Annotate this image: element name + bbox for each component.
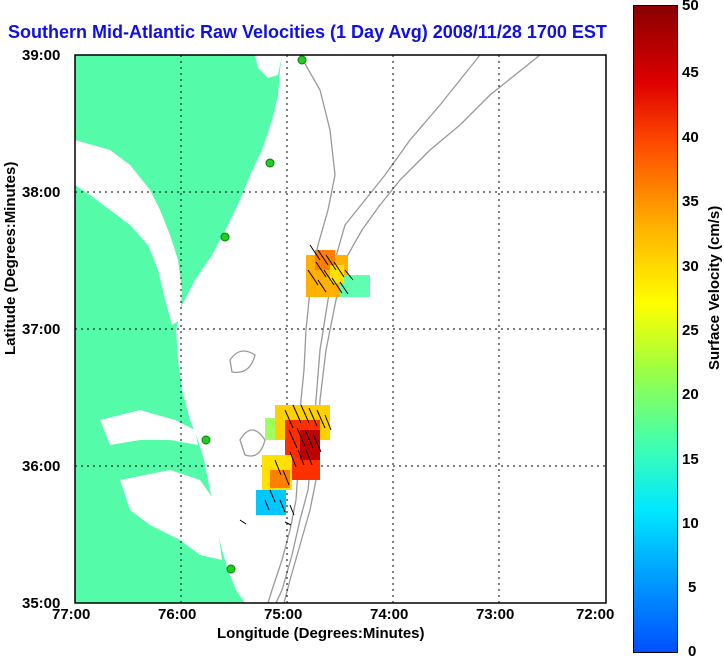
x-tick-label: 76:00	[158, 606, 197, 623]
site-marker	[265, 158, 275, 168]
x-tick-label: 73:00	[476, 606, 515, 623]
y-tick-label: 38:00	[22, 184, 61, 201]
x-tick-label: 75:00	[264, 606, 303, 623]
x-tick-label: 74:00	[370, 606, 409, 623]
colorbar-tick: 35	[682, 193, 699, 210]
colorbar-tick: 20	[682, 386, 699, 403]
y-tick-label: 39:00	[22, 47, 61, 64]
colorbar-label: Surface Velocity (cm/s)	[706, 205, 723, 370]
y-tick-label: 37:00	[22, 321, 61, 338]
colorbar-tick: 40	[682, 129, 699, 146]
colorbar-tick: 10	[682, 515, 699, 532]
colorbar-tick: 5	[688, 579, 697, 596]
delaware-bay	[255, 55, 282, 78]
y-tick-label: 35:00	[22, 595, 61, 612]
velocity-vectors	[239, 244, 354, 526]
plot-frame	[74, 54, 607, 604]
site-marker	[226, 564, 236, 574]
colorbar-tick: 50	[682, 0, 699, 14]
albemarle-sound	[100, 410, 198, 445]
colorbar-tick: 15	[682, 451, 699, 468]
colorbar	[633, 5, 678, 653]
y-axis-label: Latitude (Degrees:Minutes)	[2, 161, 19, 355]
colorbar-tick: 45	[682, 64, 699, 81]
site-marker	[220, 232, 230, 242]
pamlico-sound	[120, 470, 222, 560]
x-tick-label: 77:00	[52, 606, 91, 623]
colorbar-tick: 30	[682, 258, 699, 275]
x-tick-label: 72:00	[576, 606, 615, 623]
radar-sites	[201, 55, 307, 574]
map-title: Southern Mid-Atlantic Raw Velocities (1 …	[8, 22, 607, 42]
chesapeake-bay	[75, 140, 182, 325]
grid-lines	[75, 55, 606, 603]
colorbar-tick: 25	[682, 322, 699, 339]
x-axis-label: Longitude (Degrees:Minutes)	[217, 625, 425, 642]
site-marker	[297, 55, 307, 65]
colorbar-tick: 0	[688, 643, 697, 660]
velocity-field-south	[256, 405, 330, 515]
y-tick-label: 36:00	[22, 458, 61, 475]
site-marker	[201, 435, 211, 445]
